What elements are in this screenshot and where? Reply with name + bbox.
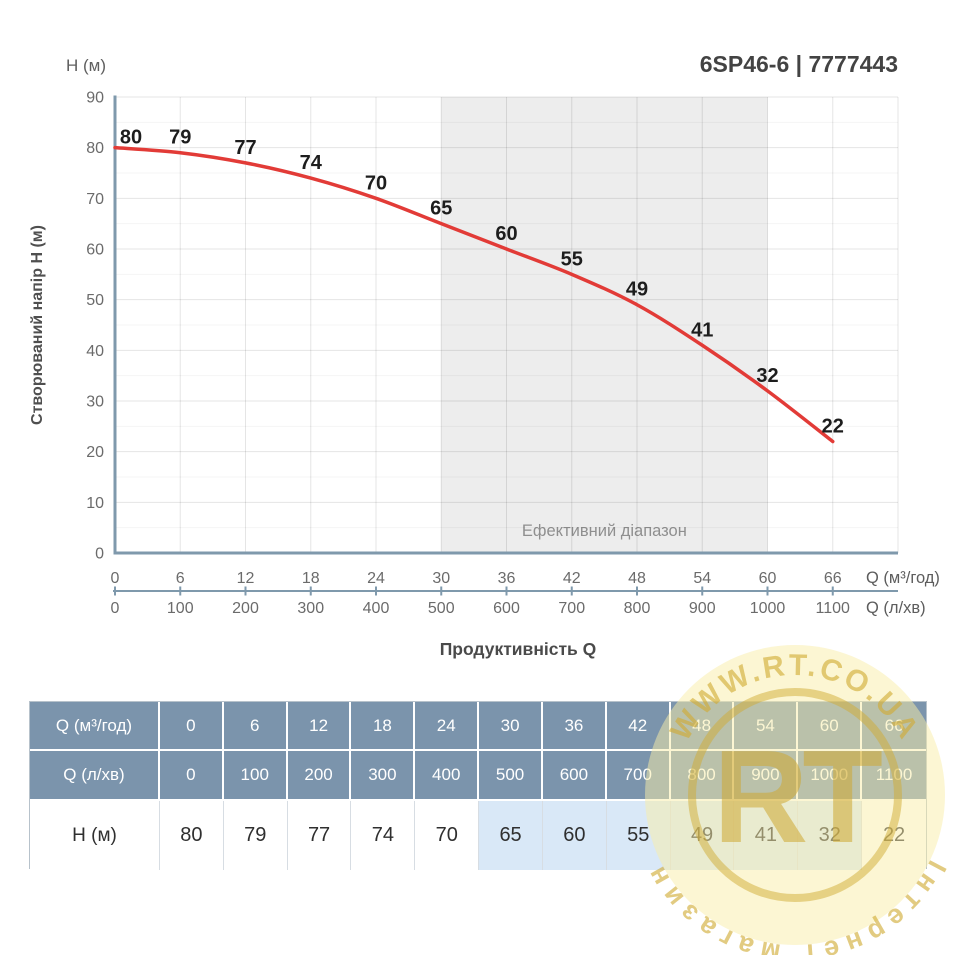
curve-data-label: 60	[495, 223, 517, 245]
x-unit-secondary-label: Q (л/хв)	[866, 599, 926, 617]
curve-data-label: 32	[756, 365, 778, 387]
y-axis-unit-label: H (м)	[66, 56, 106, 75]
table-cell: 54	[734, 702, 799, 751]
y-tick-label: 50	[86, 292, 104, 309]
x-tick-label-m3h: 60	[759, 570, 777, 587]
table-cell: 900	[734, 751, 799, 801]
table-cell: 500	[479, 751, 543, 801]
table-cell: 600	[542, 751, 607, 801]
x-tick-label-lmin: 300	[297, 600, 324, 617]
effective-range-label: Ефективний діапазон	[522, 522, 687, 540]
curve-data-label: 80	[120, 127, 142, 149]
curve-data-label: 70	[365, 172, 387, 194]
table-cell: 6	[223, 702, 288, 751]
curve-data-label: 22	[822, 416, 844, 438]
table-cell: 49	[670, 801, 735, 870]
table-cell: 22	[862, 801, 926, 870]
curve-data-label: 41	[691, 319, 713, 341]
y-tick-label: 60	[86, 242, 104, 259]
table-cell: 42	[606, 702, 671, 751]
table-cell: 60	[798, 702, 863, 751]
table-cell: 60	[542, 801, 607, 870]
x-tick-label-lmin: 200	[232, 600, 259, 617]
curve-data-label: 65	[430, 198, 452, 220]
performance-table: Q (м³/год) 0 6 12 18 24 30 36 42 48 54 60 66 Q (л/хв)…	[29, 701, 927, 870]
table-cell: 24	[415, 702, 480, 751]
curve-data-label: 74	[300, 152, 323, 174]
table-cell: 800	[670, 751, 735, 801]
table-cell: 36	[542, 702, 607, 751]
x-tick-label-m3h: 42	[563, 570, 581, 587]
table-cell: 65	[479, 801, 543, 870]
x-tick-label-m3h: 18	[302, 570, 320, 587]
table-cell: 48	[670, 702, 735, 751]
table-cell: 1000	[798, 751, 863, 801]
table-cell: 77	[287, 801, 352, 870]
table-cell: 79	[223, 801, 288, 870]
table-cell: 0	[160, 751, 224, 801]
x-tick-label-lmin: 800	[624, 600, 651, 617]
y-tick-label: 90	[86, 90, 104, 107]
curve-data-label: 55	[561, 248, 583, 270]
y-tick-label: 80	[86, 140, 104, 157]
table-row-label: Q (м³/год)	[30, 702, 160, 751]
x-tick-label-m3h: 6	[176, 570, 185, 587]
x-axis-title: Продуктивність Q	[440, 639, 597, 659]
table-cell: 41	[734, 801, 799, 870]
x-tick-label-m3h: 24	[367, 570, 385, 587]
x-tick-label-lmin: 400	[363, 600, 390, 617]
table-cell: 300	[351, 751, 416, 801]
curve-data-label: 77	[234, 137, 256, 159]
x-tick-label-lmin: 700	[558, 600, 585, 617]
table-cell: 400	[415, 751, 480, 801]
table-cell: 66	[862, 702, 926, 751]
y-tick-label: 20	[86, 444, 104, 461]
x-unit-primary-label: Q (м³/год)	[866, 569, 940, 587]
x-tick-label-m3h: 66	[824, 570, 842, 587]
table-cell: 30	[479, 702, 543, 751]
table-cell: 12	[287, 702, 352, 751]
x-tick-label-lmin: 100	[167, 600, 194, 617]
table-cell: 70	[415, 801, 480, 870]
curve-data-label: 79	[169, 127, 191, 149]
table-cell: 100	[223, 751, 288, 801]
x-tick-label-m3h: 12	[237, 570, 255, 587]
table-cell: 80	[160, 801, 224, 870]
x-tick-label-lmin: 0	[111, 600, 120, 617]
x-tick-label-m3h: 0	[111, 570, 120, 587]
table-cell: 0	[160, 702, 224, 751]
effective-range-shading	[441, 97, 768, 553]
table-cell: 1100	[862, 751, 926, 801]
head-flow-curve	[113, 145, 835, 444]
y-tick-label: 0	[95, 546, 104, 563]
y-tick-label: 40	[86, 343, 104, 360]
x-tick-label-lmin: 600	[493, 600, 520, 617]
chart-title: 6SP46-6 | 7777443	[700, 51, 898, 77]
x-tick-label-m3h: 36	[498, 570, 516, 587]
curve-data-label: 49	[626, 279, 648, 301]
y-tick-label: 70	[86, 191, 104, 208]
y-tick-label: 30	[86, 394, 104, 411]
table-cell: 200	[287, 751, 352, 801]
watermark-shop-caption: Інтернет магазин	[638, 856, 952, 955]
table-row-label: Q (л/хв)	[30, 751, 160, 801]
x-tick-label-m3h: 54	[693, 570, 711, 587]
x-tick-label-m3h: 48	[628, 570, 646, 587]
x-tick-label-m3h: 30	[432, 570, 450, 587]
pump-curve-chart: H (м) 6SP46-6 | 7777443 Створюваний напі…	[29, 51, 940, 659]
x-tick-label-lmin: 900	[689, 600, 716, 617]
table-row-label: H (м)	[30, 801, 160, 870]
y-tick-label: 10	[86, 495, 104, 512]
x-tick-label-lmin: 500	[428, 600, 455, 617]
table-cell: 32	[798, 801, 863, 870]
table-cell: 700	[606, 751, 671, 801]
y-axis-title: Створюваний напір H (м)	[29, 225, 46, 425]
table-cell: 18	[351, 702, 416, 751]
x-tick-label-lmin: 1100	[816, 600, 851, 617]
x-tick-label-lmin: 1000	[750, 600, 786, 617]
table-cell: 55	[606, 801, 671, 870]
table-cell: 74	[351, 801, 416, 870]
